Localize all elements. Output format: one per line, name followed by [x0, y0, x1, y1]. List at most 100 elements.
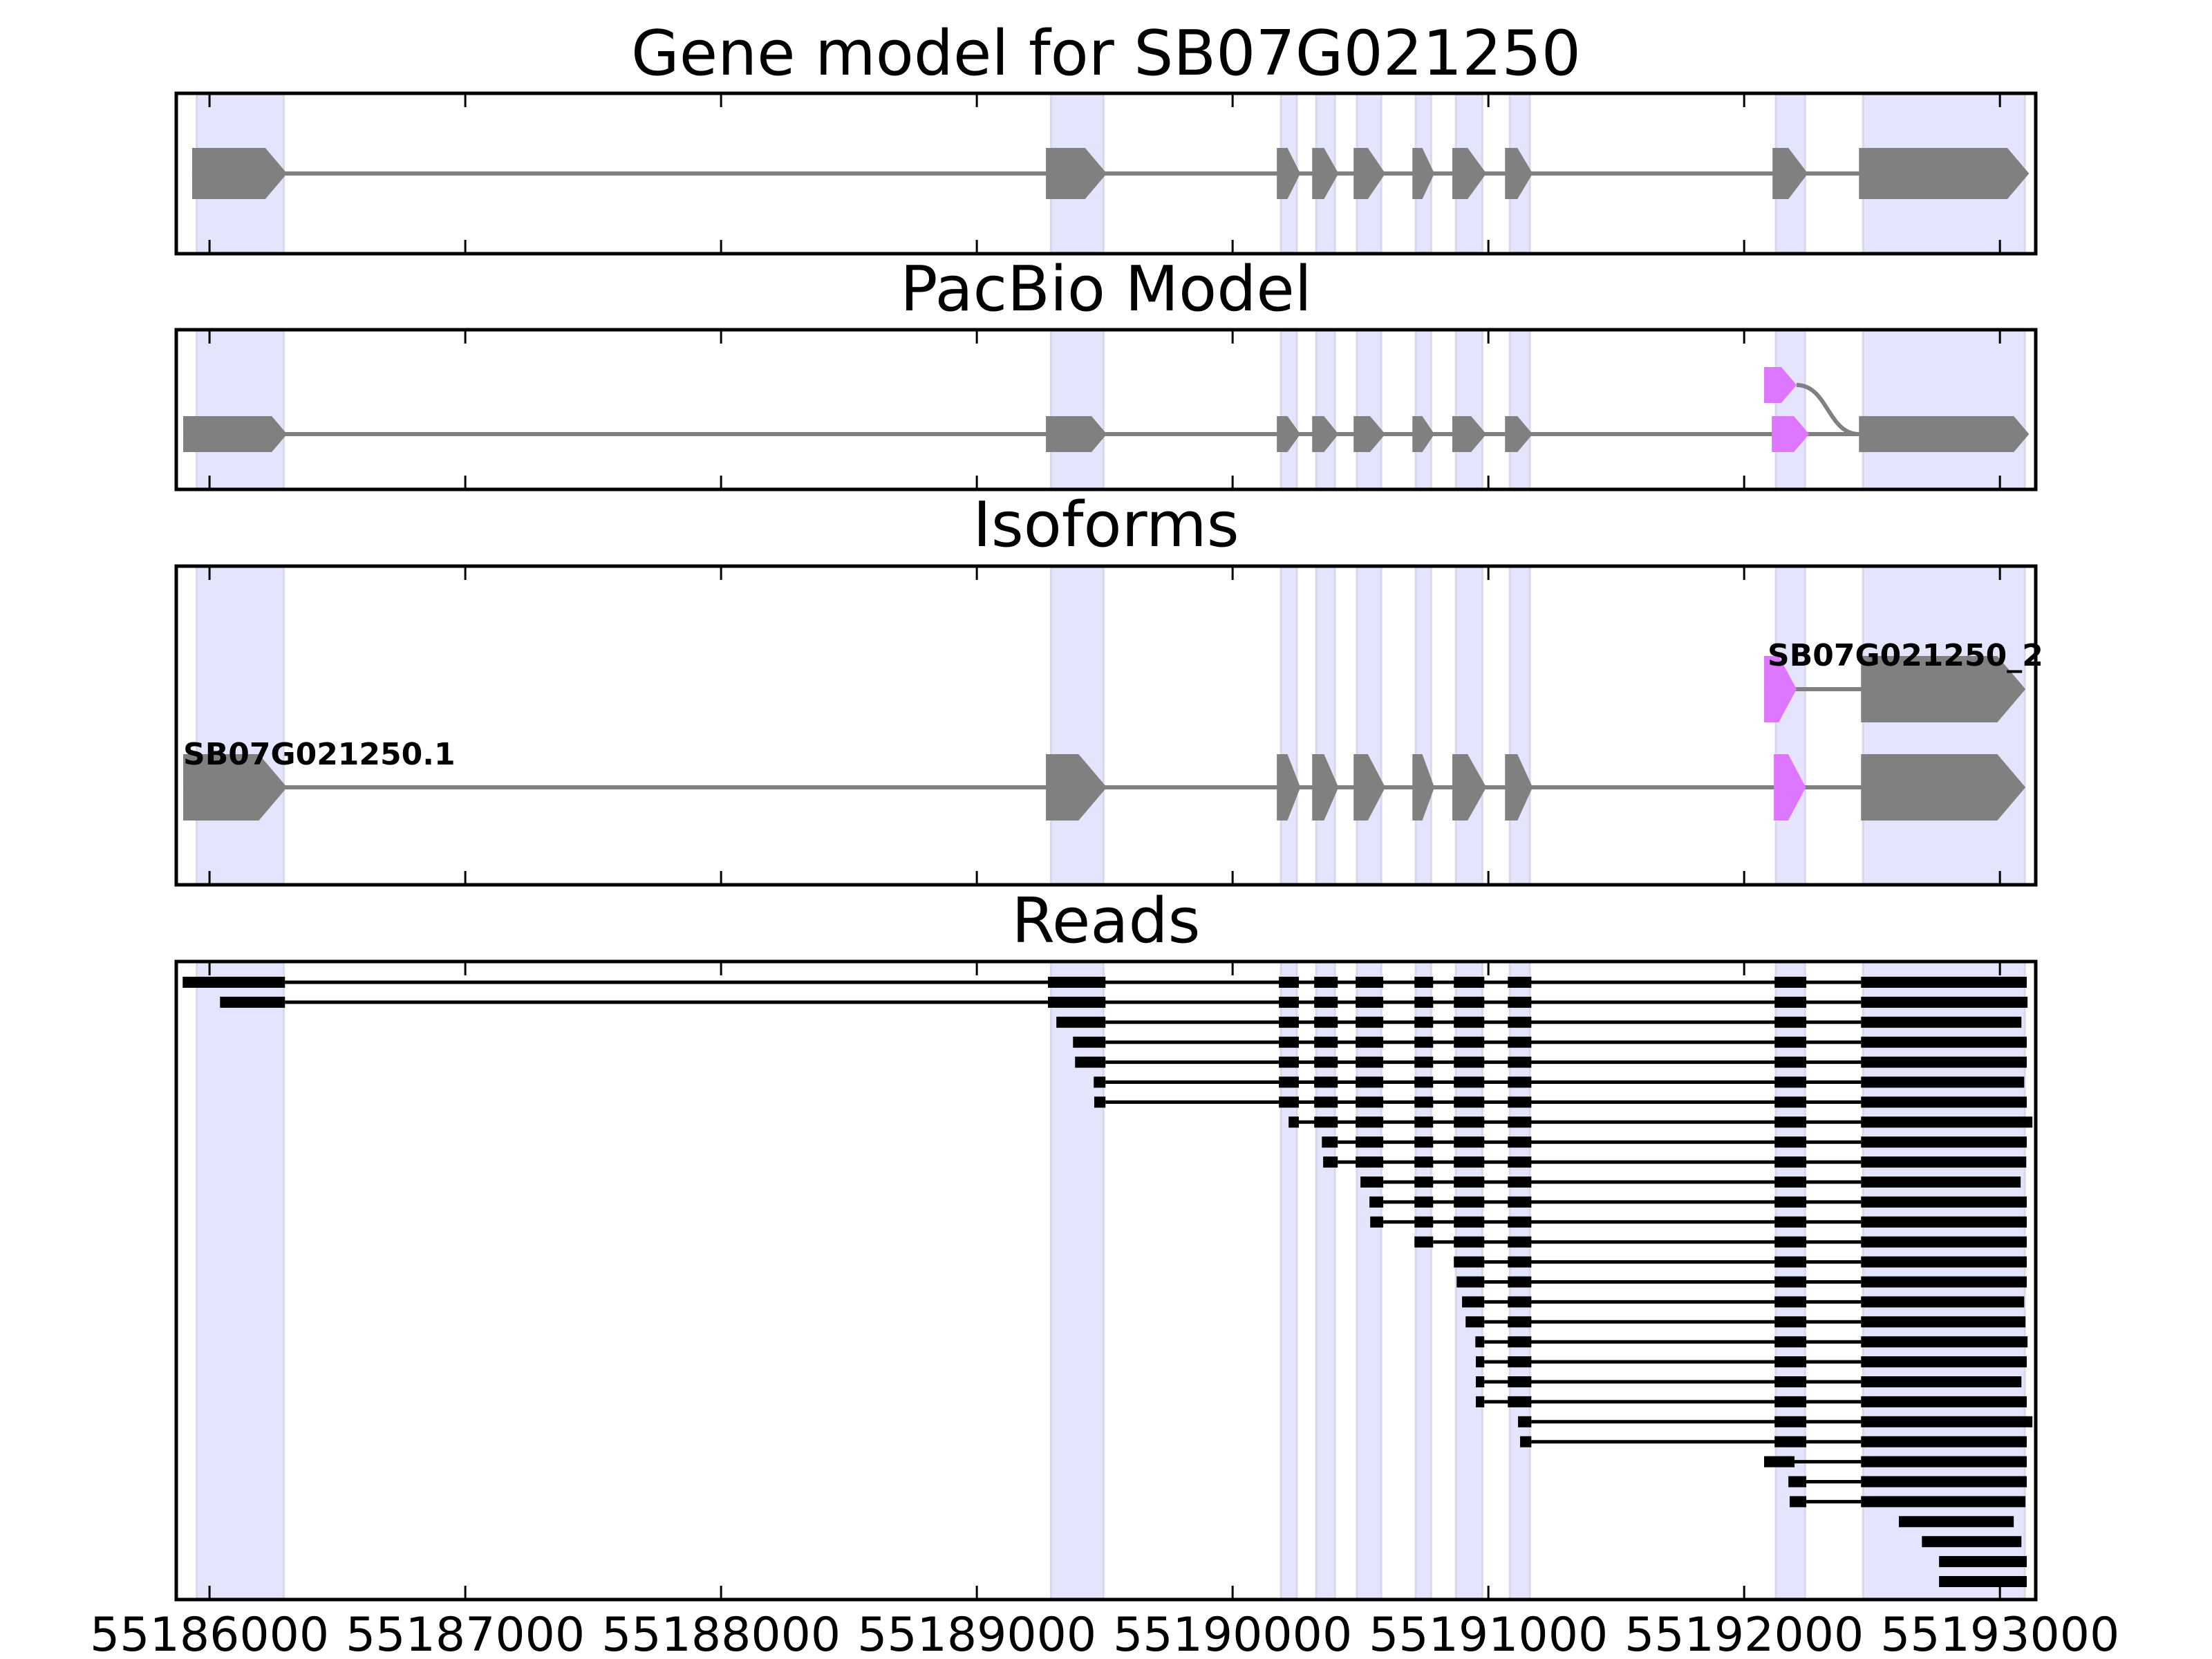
- x-tick-label: 55190000: [1113, 1608, 1352, 1659]
- alt-exon: [1764, 367, 1797, 403]
- read-block: [1774, 1276, 1807, 1288]
- read-row: [1456, 1276, 2027, 1288]
- read-block: [1861, 1096, 2027, 1108]
- exon: [1452, 754, 1487, 821]
- read-row: [1465, 1316, 2026, 1328]
- read-row: [1075, 1056, 2027, 1068]
- read-block: [1356, 1136, 1384, 1148]
- read-block: [1356, 1116, 1384, 1128]
- read-row: [1056, 1016, 2022, 1028]
- read-block: [1454, 1036, 1485, 1048]
- exon: [1046, 148, 1107, 199]
- read-block: [1861, 1276, 2027, 1288]
- read-block: [1508, 1096, 1532, 1108]
- read-block: [1774, 1256, 1807, 1268]
- exon: [1412, 416, 1435, 452]
- read-block: [1369, 1196, 1384, 1208]
- read-block: [1314, 1096, 1338, 1108]
- highlight-band: [1049, 328, 1105, 491]
- read-block: [1508, 1056, 1532, 1068]
- read-block: [1861, 977, 2027, 988]
- read-block: [1454, 1216, 1485, 1228]
- read-row: [1764, 1456, 2027, 1468]
- highlight-band: [1280, 565, 1298, 886]
- read-block: [1314, 977, 1338, 988]
- read-block: [1861, 1296, 2025, 1308]
- read-block: [1518, 1416, 1532, 1427]
- read-block: [1861, 1316, 2026, 1328]
- read-block: [1414, 1196, 1434, 1208]
- read-row: [1922, 1536, 2022, 1548]
- read-block: [1774, 1436, 1807, 1447]
- read-block: [1861, 1136, 2027, 1148]
- read-block: [1774, 1076, 1807, 1088]
- read-block: [1861, 1016, 2022, 1028]
- read-block: [1356, 977, 1384, 988]
- read-block: [1048, 977, 1106, 988]
- read-block: [1774, 1036, 1807, 1048]
- read-block: [1314, 996, 1338, 1008]
- highlight-band: [1454, 565, 1483, 886]
- read-block: [1476, 1396, 1485, 1407]
- read-block: [1939, 1556, 2027, 1568]
- read-block: [1508, 1016, 1532, 1028]
- read-block: [1279, 1056, 1299, 1068]
- highlight-band: [1508, 565, 1531, 886]
- read-block: [1774, 1096, 1807, 1108]
- highlight-band: [1280, 328, 1298, 491]
- highlight-band: [1414, 565, 1432, 886]
- highlight-band: [1356, 565, 1382, 886]
- read-block: [1774, 1356, 1807, 1368]
- read-block: [1454, 1116, 1485, 1128]
- read-block: [1508, 1396, 1532, 1407]
- exon: [1312, 754, 1339, 821]
- read-block: [1861, 1196, 2027, 1208]
- read-block: [1774, 1236, 1807, 1248]
- read-block: [1356, 1016, 1384, 1028]
- read-block: [1356, 1076, 1384, 1088]
- read-row: [1323, 1156, 2027, 1168]
- read-block: [1279, 1036, 1299, 1048]
- highlight-band: [1414, 328, 1432, 491]
- exon: [1452, 148, 1487, 199]
- read-block: [1790, 1496, 1807, 1508]
- read-block: [1322, 1136, 1338, 1148]
- read-block: [1774, 1376, 1807, 1387]
- read-row: [220, 996, 2028, 1008]
- highlight-band: [1862, 565, 2026, 886]
- highlight-band: [1049, 960, 1105, 1601]
- read-block: [1356, 1056, 1384, 1068]
- read-block: [1454, 1076, 1485, 1088]
- read-block: [1774, 1296, 1807, 1308]
- read-block: [1508, 1256, 1532, 1268]
- read-block: [1774, 996, 1807, 1008]
- read-block: [1414, 1076, 1434, 1088]
- axes-frame: [174, 959, 2038, 1602]
- read-block: [1454, 977, 1485, 988]
- read-block: [1075, 1056, 1106, 1068]
- read-block: [1508, 977, 1532, 988]
- read-block: [1788, 1476, 1807, 1488]
- isoform-label-2: SB07G021250_2: [1768, 638, 2043, 673]
- read-block: [1508, 1336, 1532, 1348]
- read-block: [1314, 1076, 1338, 1088]
- highlight-band: [1049, 565, 1105, 886]
- read-block: [1861, 996, 2028, 1008]
- read-block: [1861, 1236, 2027, 1248]
- read-block: [1414, 996, 1434, 1008]
- axes-frame: [174, 328, 2038, 491]
- read-block: [220, 996, 285, 1008]
- x-tick-label: 55186000: [90, 1608, 329, 1659]
- exon: [1772, 148, 1808, 199]
- read-block: [1414, 1136, 1434, 1148]
- read-block: [1508, 1316, 1532, 1328]
- x-tick-label: 55193000: [1880, 1608, 2119, 1659]
- exon: [1353, 148, 1386, 199]
- read-row: [1370, 1216, 2027, 1228]
- read-block: [1774, 1136, 1807, 1148]
- read-block: [1508, 1356, 1532, 1368]
- read-block: [1454, 1177, 1485, 1188]
- exon: [1861, 656, 2026, 722]
- read-block: [1508, 1036, 1532, 1048]
- read-block: [1508, 1196, 1532, 1208]
